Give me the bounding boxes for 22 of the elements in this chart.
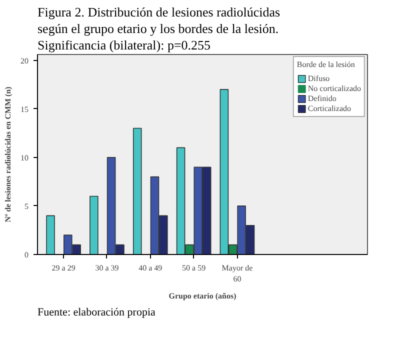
legend-label: Definido (308, 94, 336, 103)
x-axis-title: Grupo etario (años) (168, 291, 237, 300)
y-tick-label: 5 (24, 202, 28, 211)
x-tick-label: 50 a 59 (182, 264, 206, 272)
y-axis-title: Nº de lesiones radiolúcidas en CMM (n) (4, 86, 12, 222)
legend-title: Borde de la lesión (296, 60, 356, 69)
source-note: Fuente: elaboración propia (38, 306, 156, 318)
legend-label: Corticalizado (308, 104, 351, 113)
bar (132, 128, 142, 254)
legend-label: No corticalizado (308, 84, 361, 93)
x-tick-label: 30 a 39 (95, 264, 119, 272)
x-tick-label: Mayor de 60 (222, 264, 254, 284)
y-tick-label: 10 (20, 153, 28, 162)
bar (90, 196, 98, 254)
legend-label: Difuso (308, 74, 330, 83)
y-tick-label: 20 (20, 56, 28, 66)
bar (46, 215, 55, 254)
y-tick-label: 15 (20, 104, 28, 114)
y-tick-label: 0 (24, 250, 28, 260)
chart-title: Figura 2. Distribución de lesiones radiolúcidas según el grupo etario y los bordes de la lesión. Significancia (bilateral): p=0.255 (38, 4, 280, 52)
x-tick-label: 40 a 49 (138, 264, 162, 272)
x-tick-label: 29 a 29 (52, 264, 76, 272)
